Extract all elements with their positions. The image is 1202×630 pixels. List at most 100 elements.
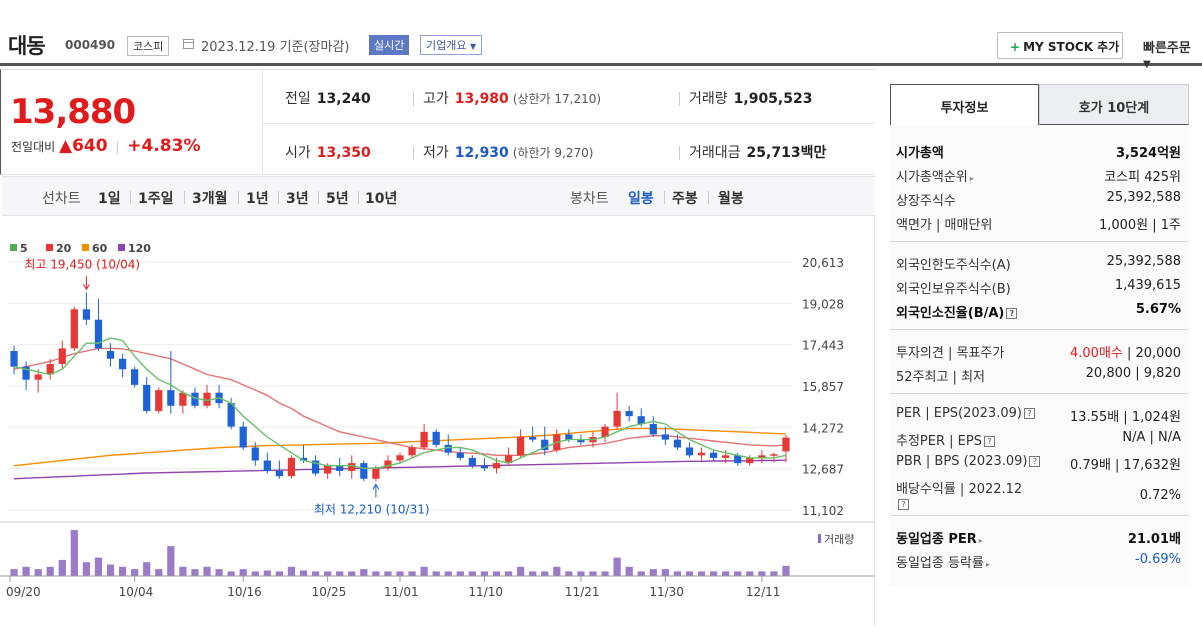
candle-body (203, 392, 211, 406)
info-label: 외국인한도주식수(A) (896, 258, 1011, 273)
company-info-dropdown[interactable]: 기업개요 ▼ (420, 35, 483, 55)
volume-bar (565, 571, 573, 576)
volume-bar (432, 571, 440, 576)
period-3y[interactable]: 3년 (286, 191, 309, 207)
help-icon[interactable]: ? (1006, 308, 1018, 319)
help-icon[interactable]: ? (983, 436, 995, 447)
candle-monthly[interactable]: 월봉 (718, 191, 744, 207)
quick-order-button[interactable]: 빠른주문 ▼ (1143, 41, 1191, 70)
candle-body (94, 319, 103, 349)
legend-swatch (10, 244, 17, 251)
candle-body (287, 457, 296, 477)
volume-bar (336, 571, 344, 576)
period-10y[interactable]: 10년 (365, 191, 398, 207)
candle-daily[interactable]: 일봉 (628, 191, 654, 207)
line-chart-label: 선차트 (42, 191, 81, 207)
info-label: 외국인소진율(B/A)? (896, 302, 1018, 321)
x-tick-label: 09/20 (6, 585, 41, 599)
x-tick-label: 11/21 (565, 585, 600, 599)
x-tick-label: 10/25 (312, 585, 347, 599)
candle-body (131, 369, 139, 385)
add-mystock-button[interactable]: + MY STOCK 추가 (997, 32, 1123, 59)
candle-body (191, 392, 199, 406)
period-1w[interactable]: 1주일 (138, 191, 174, 207)
candle-body (179, 392, 187, 406)
candle-body (118, 358, 127, 370)
candle-body (70, 309, 78, 349)
plus-icon: + (1010, 40, 1021, 54)
volume-bar (492, 571, 501, 576)
candle-body (263, 460, 271, 471)
volume-bar (444, 571, 452, 576)
calendar-icon (183, 39, 194, 49)
volume-bar (516, 566, 525, 576)
price-summary: 13,880 전일대비 ▲640 | +4.83% (0, 69, 263, 175)
candle-body (275, 470, 284, 477)
info-label[interactable]: 시가총액순위 ▸ (896, 170, 974, 185)
candle-body (46, 364, 54, 375)
volume-bar (456, 571, 464, 576)
period-3m[interactable]: 3개월 (192, 191, 228, 207)
volume-bar (10, 569, 18, 576)
help-icon[interactable]: ? (898, 499, 909, 510)
volume-bar (155, 569, 163, 576)
candle-body (541, 439, 549, 451)
info-row: 외국인한도주식수(A) 25,392,588 (890, 251, 1189, 275)
x-tick-label: 10/04 (119, 585, 154, 599)
volume-bar (541, 571, 549, 576)
market-badge: 코스피 (127, 36, 170, 56)
change-amount: 640 (72, 136, 108, 156)
volume-bar (601, 571, 609, 576)
period-1y[interactable]: 1년 (246, 191, 269, 207)
info-value: 4.00매수 | 20,000 (1070, 346, 1181, 361)
info-value: 25,392,588 (1106, 190, 1181, 205)
volume-bar (215, 569, 223, 576)
candle-body (34, 374, 42, 380)
info-label: 52주최고 | 최저 (896, 370, 985, 385)
candle-body (82, 309, 91, 320)
info-row: PER | EPS(2023.09)? 13.55배 | 1,024원 (890, 403, 1189, 427)
stock-code: 000490 (65, 38, 116, 52)
candle-body (734, 455, 742, 464)
info-row: 동일업종 PER ▸ 21.01배 (890, 525, 1189, 549)
info-value: 21.01배 (1127, 532, 1181, 547)
x-tick-label: 11/10 (468, 585, 503, 599)
volume-bar (106, 564, 115, 576)
candle-weekly[interactable]: 주봉 (672, 191, 698, 207)
candle-body (10, 350, 18, 367)
info-value: 0.79배 | 17,632원 (1070, 458, 1181, 473)
candle-body (155, 390, 163, 411)
info-label: 투자의견 | 목표주가 (896, 346, 1005, 361)
volume-bar (227, 571, 235, 576)
y-tick-label: 11,102 (802, 504, 844, 518)
tab-investment-info[interactable]: 투자정보 (890, 84, 1039, 125)
info-label[interactable]: 동일업종 PER ▸ (896, 532, 983, 547)
legend-label: 20 (56, 242, 72, 255)
period-5y[interactable]: 5년 (326, 191, 349, 207)
candle-body (58, 348, 66, 365)
info-value: 1,439,615 (1114, 278, 1181, 293)
info-label: 외국인보유주식수(B) (896, 282, 1011, 297)
price-change: 전일대비 ▲640 | +4.83% (11, 136, 201, 156)
realtime-button[interactable]: 실시간 (369, 35, 410, 55)
candle-body (106, 350, 115, 359)
tab-orderbook-10[interactable]: 호가 10단계 (1039, 84, 1189, 125)
help-icon[interactable]: ? (1023, 408, 1035, 419)
info-label: 시가총액 (896, 146, 944, 161)
period-1d[interactable]: 1일 (98, 191, 121, 207)
volume-bar (613, 557, 621, 576)
volume-bar (348, 571, 356, 576)
info-label[interactable]: 동일업종 등락률 ▸ (896, 556, 990, 571)
info-label: PER | EPS(2023.09)? (896, 406, 1035, 421)
help-icon[interactable]: ? (1029, 456, 1041, 467)
volume-bar (625, 566, 633, 576)
price-chart[interactable]: 5 20 60 120 20,613 19,028 17,443 15,857 14,272 12… (0, 216, 875, 626)
candlestick-chart[interactable]: 5 20 60 120 20,613 19,028 17,443 15,857 14,272 12… (0, 216, 875, 626)
info-value: 1,000원 | 1주 (1098, 218, 1181, 233)
stock-name: 대동 (8, 34, 46, 58)
info-label: 배당수익률 | 2022.12 (896, 482, 1023, 497)
candle-body (432, 431, 440, 445)
info-row: PBR | BPS (2023.09)? 0.79배 | 17,632원 (890, 451, 1189, 475)
candle-body (577, 439, 585, 443)
x-tick-label: 11/30 (649, 585, 684, 599)
